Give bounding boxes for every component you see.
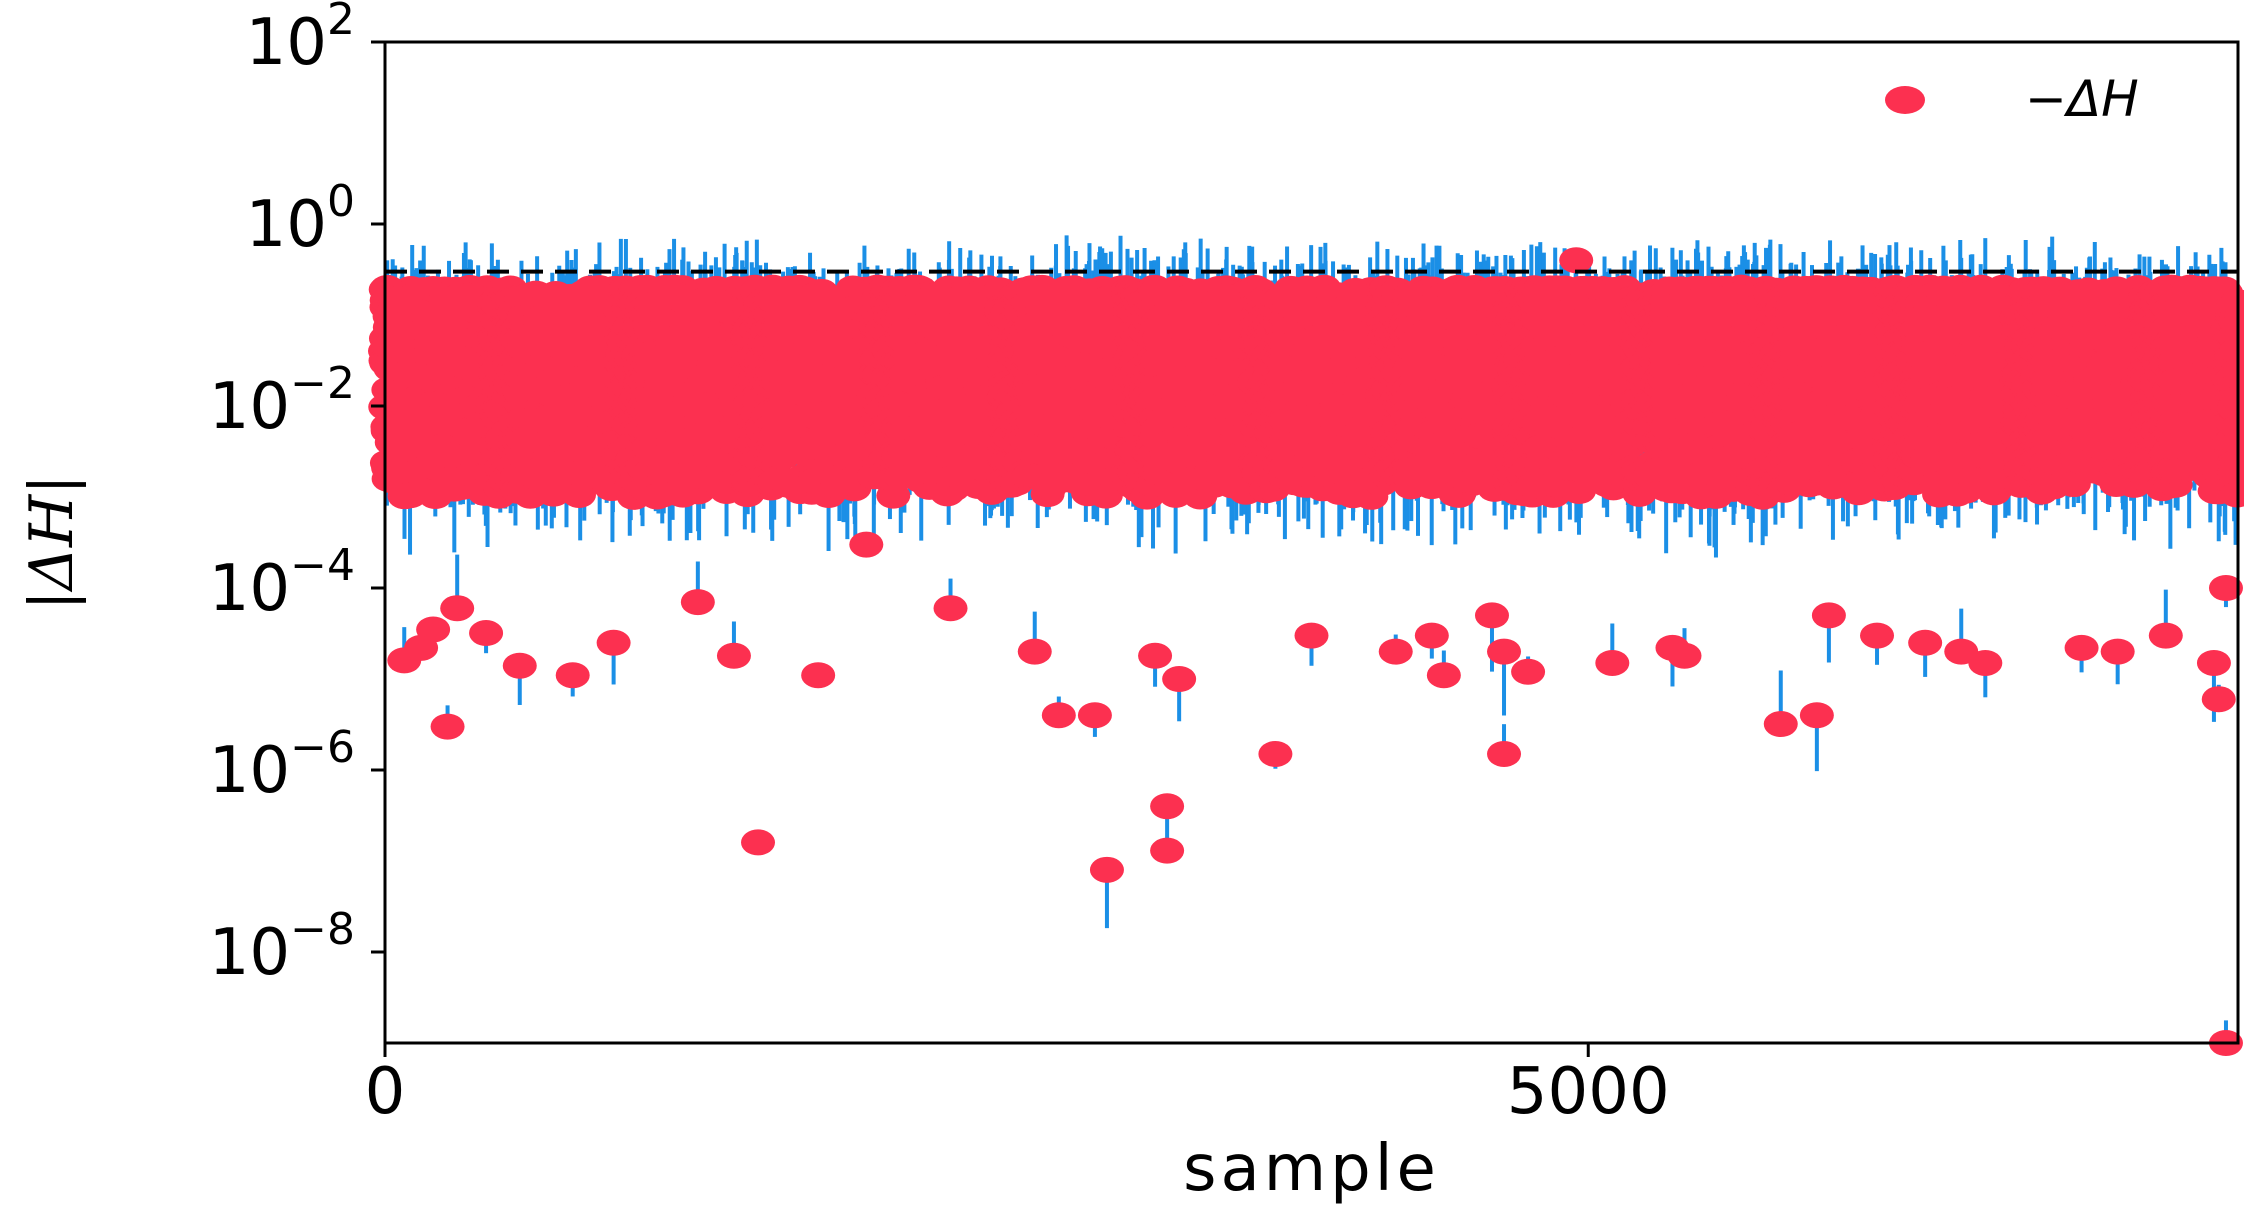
data-layer bbox=[368, 235, 2244, 1056]
